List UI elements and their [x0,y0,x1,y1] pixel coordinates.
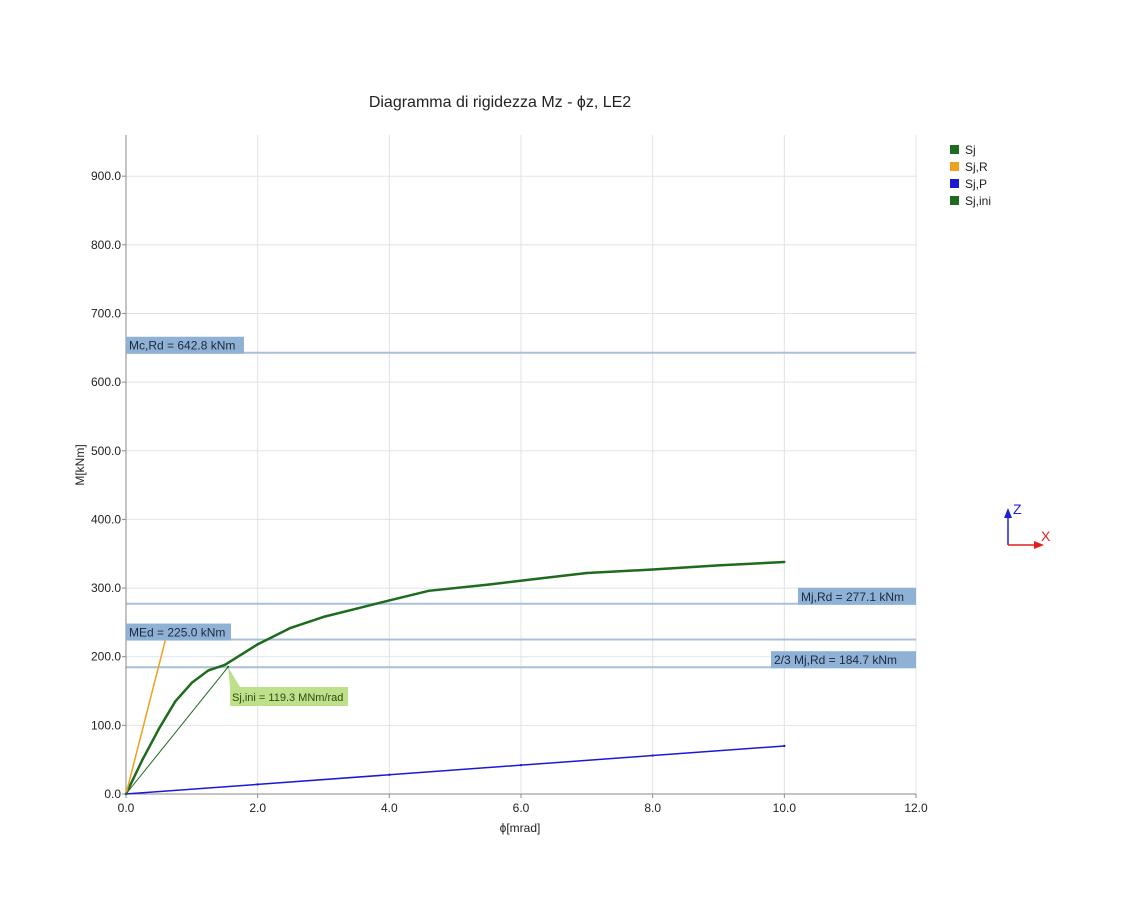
reference-label-bg [126,623,231,641]
annotation-box [230,687,349,707]
grid [126,135,917,794]
series-line-sj-r [125,639,167,795]
x-tick-label: 2.0 [249,801,266,815]
y-tick-label: 900.0 [91,169,121,183]
axis-triad-icon: Z X [1004,501,1051,549]
axes: 0.0 2.0 4.0 6.0 8.0 10.0 12.0 0.0 100.0 200.0 300.… [91,135,928,815]
y-tick-label: 200.0 [91,650,121,664]
data-point [388,773,391,776]
reference-label: Mc,Rd = 642.8 kNm [129,339,235,353]
series-line-sj-ini [125,666,229,795]
legend-label: Sj,ini [965,194,991,208]
annotation-pointer [228,667,241,688]
legend-label: Sj,R [965,160,988,174]
y-tick-label: 300.0 [91,581,121,595]
data-point [124,792,128,796]
data-point [141,758,144,761]
triad-x-label: X [1041,528,1051,544]
triad-x-arrow [1034,541,1044,549]
data-point [651,568,654,571]
reference-label-bg [798,587,916,605]
reference-label: 2/3 Mj,Rd = 184.7 kNm [774,653,897,667]
data-point [322,615,325,619]
data-point [519,763,523,767]
series-line-sj-p [125,745,785,795]
y-tick-label: 700.0 [91,306,121,320]
triad-z-arrow [1004,508,1012,518]
x-tick-label: 4.0 [381,801,398,815]
data-point [207,669,210,672]
chart-title: Diagramma di rigidezza Mz - ϕz, LE2 [369,94,631,111]
y-tick-label: 400.0 [91,512,121,526]
y-tick-label: 600.0 [91,375,121,389]
data-point [223,663,226,667]
y-tick-label: 0.0 [104,787,121,801]
series-layer [124,560,786,796]
y-tick-label: 800.0 [91,238,121,252]
data-point [256,783,259,786]
x-tick-label: 0.0 [118,801,135,815]
legend-label: Sj [965,143,976,157]
data-point [174,700,177,703]
data-point [651,754,654,757]
legend-swatch [950,179,959,188]
reference-label: MEd = 225.0 kNm [129,626,225,640]
annotation: Sj,ini = 119.3 MNm/rad [228,667,349,707]
legend-swatch [950,145,959,154]
legend-label: Sj,P [965,177,987,191]
reference-label-bg [771,651,916,669]
y-axis-label: M[kNm] [73,444,87,485]
annotation-text: Sj,ini = 119.3 MNm/rad [232,692,343,704]
x-tick-label: 10.0 [773,801,797,815]
legend-swatch [950,162,959,171]
data-point [486,583,490,586]
data-point [190,681,194,684]
data-point [585,571,589,575]
data-point [532,577,536,581]
data-point [783,560,786,564]
series-line-sj [124,560,785,795]
x-tick-label: 6.0 [513,801,530,815]
data-point [355,607,358,610]
reference-labels: Mc,Rd = 642.8 kNm Mj,Rd = 277.1 kNm MEd = … [126,336,916,669]
reference-label: Mj,Rd = 277.1 kNm [801,590,904,604]
data-point [157,727,161,730]
x-axis-label: ϕ[mrad] [500,821,541,835]
triad-z-label: Z [1013,501,1022,517]
x-tick-label: 12.0 [904,801,928,815]
legend-swatch [950,196,959,205]
x-tick-label: 8.0 [644,801,661,815]
reference-label-bg [126,336,244,354]
data-point [783,744,786,748]
y-tick-label: 100.0 [91,718,121,732]
data-point [256,643,259,646]
data-point [289,626,292,630]
data-point [427,589,431,593]
legend: Sj Sj,R Sj,P Sj,ini [950,143,991,208]
data-point [717,564,720,567]
data-point [388,599,391,602]
y-tick-label: 500.0 [91,444,121,458]
